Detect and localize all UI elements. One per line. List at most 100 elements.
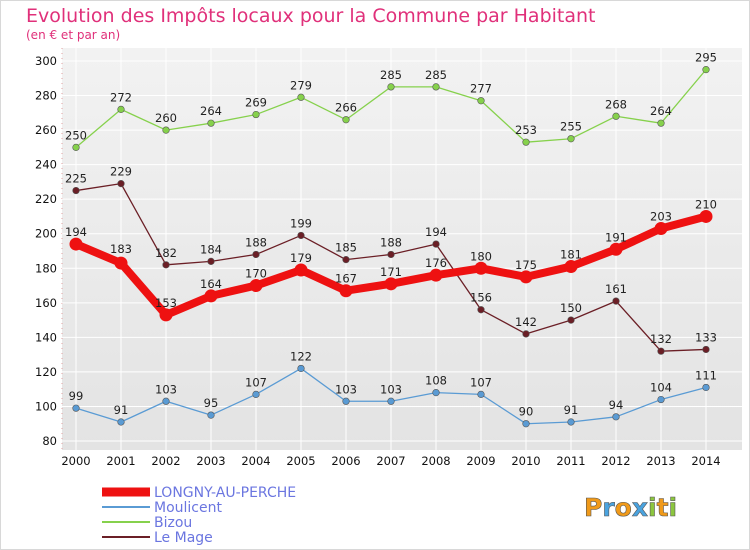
data-point (159, 308, 173, 322)
x-tick-label: 2001 (106, 454, 135, 468)
data-label: 279 (290, 78, 312, 92)
data-label: 91 (114, 403, 129, 417)
data-label: 179 (290, 251, 312, 265)
data-label: 107 (470, 375, 492, 389)
x-tick-label: 2005 (286, 454, 315, 468)
data-label: 253 (515, 123, 537, 137)
x-tick-label: 2012 (601, 454, 630, 468)
data-label: 277 (470, 82, 492, 96)
x-tick-label: 2006 (331, 454, 360, 468)
data-point (387, 397, 395, 405)
data-label: 150 (560, 301, 582, 315)
data-label: 94 (609, 398, 624, 412)
data-point (297, 93, 305, 101)
data-label: 132 (650, 332, 672, 346)
data-point (519, 270, 533, 284)
x-tick-label: 2014 (691, 454, 720, 468)
data-label: 99 (69, 389, 84, 403)
data-label: 184 (200, 242, 222, 256)
data-point (432, 240, 440, 248)
data-point (207, 411, 215, 419)
x-tick-label: 2008 (421, 454, 450, 468)
data-point (72, 404, 80, 412)
data-label: 176 (425, 256, 447, 270)
data-label: 133 (695, 330, 717, 344)
data-point (612, 297, 620, 305)
data-label: 285 (425, 68, 447, 82)
x-tick-label: 2002 (151, 454, 180, 468)
data-point (609, 242, 623, 256)
data-label: 250 (65, 128, 87, 142)
data-label: 95 (204, 396, 219, 410)
data-point (339, 284, 353, 298)
data-point (162, 261, 170, 269)
data-point (429, 268, 443, 282)
logo-letter: P (584, 493, 602, 522)
data-label: 269 (245, 96, 267, 110)
data-label: 203 (650, 210, 672, 224)
plot-area (62, 48, 742, 450)
x-tick-label: 2003 (196, 454, 225, 468)
data-label: 175 (515, 258, 537, 272)
data-label: 185 (335, 241, 357, 255)
data-point (567, 316, 575, 324)
data-label: 156 (470, 291, 492, 305)
data-point (567, 418, 575, 426)
y-tick-label: 100 (35, 399, 57, 413)
data-label: 161 (605, 282, 627, 296)
data-point (297, 364, 305, 373)
data-point (342, 256, 350, 264)
data-point (657, 119, 665, 127)
data-label: 210 (695, 197, 717, 211)
data-label: 108 (425, 374, 447, 388)
data-label: 111 (695, 368, 717, 382)
data-point (252, 250, 260, 259)
data-point (702, 66, 710, 74)
data-point (702, 383, 710, 392)
legend-label: Bizou (154, 515, 192, 531)
y-tick-label: 280 (35, 89, 57, 103)
data-point (117, 105, 125, 113)
data-point (252, 390, 260, 398)
data-label: 272 (110, 90, 132, 104)
logo-letter: o (615, 493, 632, 522)
data-point (522, 420, 530, 428)
data-point (432, 83, 440, 91)
data-label: 295 (695, 51, 717, 65)
data-point (342, 116, 350, 124)
data-point (72, 186, 80, 195)
data-label: 170 (245, 267, 267, 281)
data-label: 194 (65, 225, 87, 239)
legend-label: LONGNY-AU-PERCHE (154, 485, 296, 501)
data-point (72, 143, 80, 151)
data-point (702, 345, 710, 354)
data-point (117, 418, 125, 426)
data-point (477, 306, 485, 314)
y-tick-label: 160 (35, 296, 57, 310)
data-label: 183 (110, 242, 132, 256)
x-tick-label: 2000 (61, 454, 90, 468)
data-label: 153 (155, 296, 177, 310)
y-tick-label: 180 (35, 261, 57, 275)
legend-label: Moulicent (154, 500, 222, 516)
data-point (252, 110, 260, 119)
y-tick-label: 260 (35, 123, 57, 137)
data-label: 107 (245, 375, 267, 389)
y-tick-label: 200 (35, 227, 57, 241)
data-label: 264 (650, 104, 672, 118)
data-point (114, 256, 128, 270)
data-point (657, 347, 665, 355)
data-point (294, 263, 308, 277)
data-point (249, 279, 263, 293)
logo-wordmark: Proxiti (584, 493, 677, 522)
x-axis-ticks: 2000 2001 2002 2003 2004 2005 2006 2007 2008 2009… (61, 454, 720, 468)
data-label: 255 (560, 120, 582, 134)
x-tick-label: 2009 (466, 454, 495, 468)
data-point (207, 119, 215, 127)
data-label: 142 (515, 315, 537, 329)
logo-letter: x (632, 493, 648, 522)
chart-subtitle: (en € et par an) (26, 28, 120, 42)
x-tick-label: 2013 (646, 454, 675, 468)
